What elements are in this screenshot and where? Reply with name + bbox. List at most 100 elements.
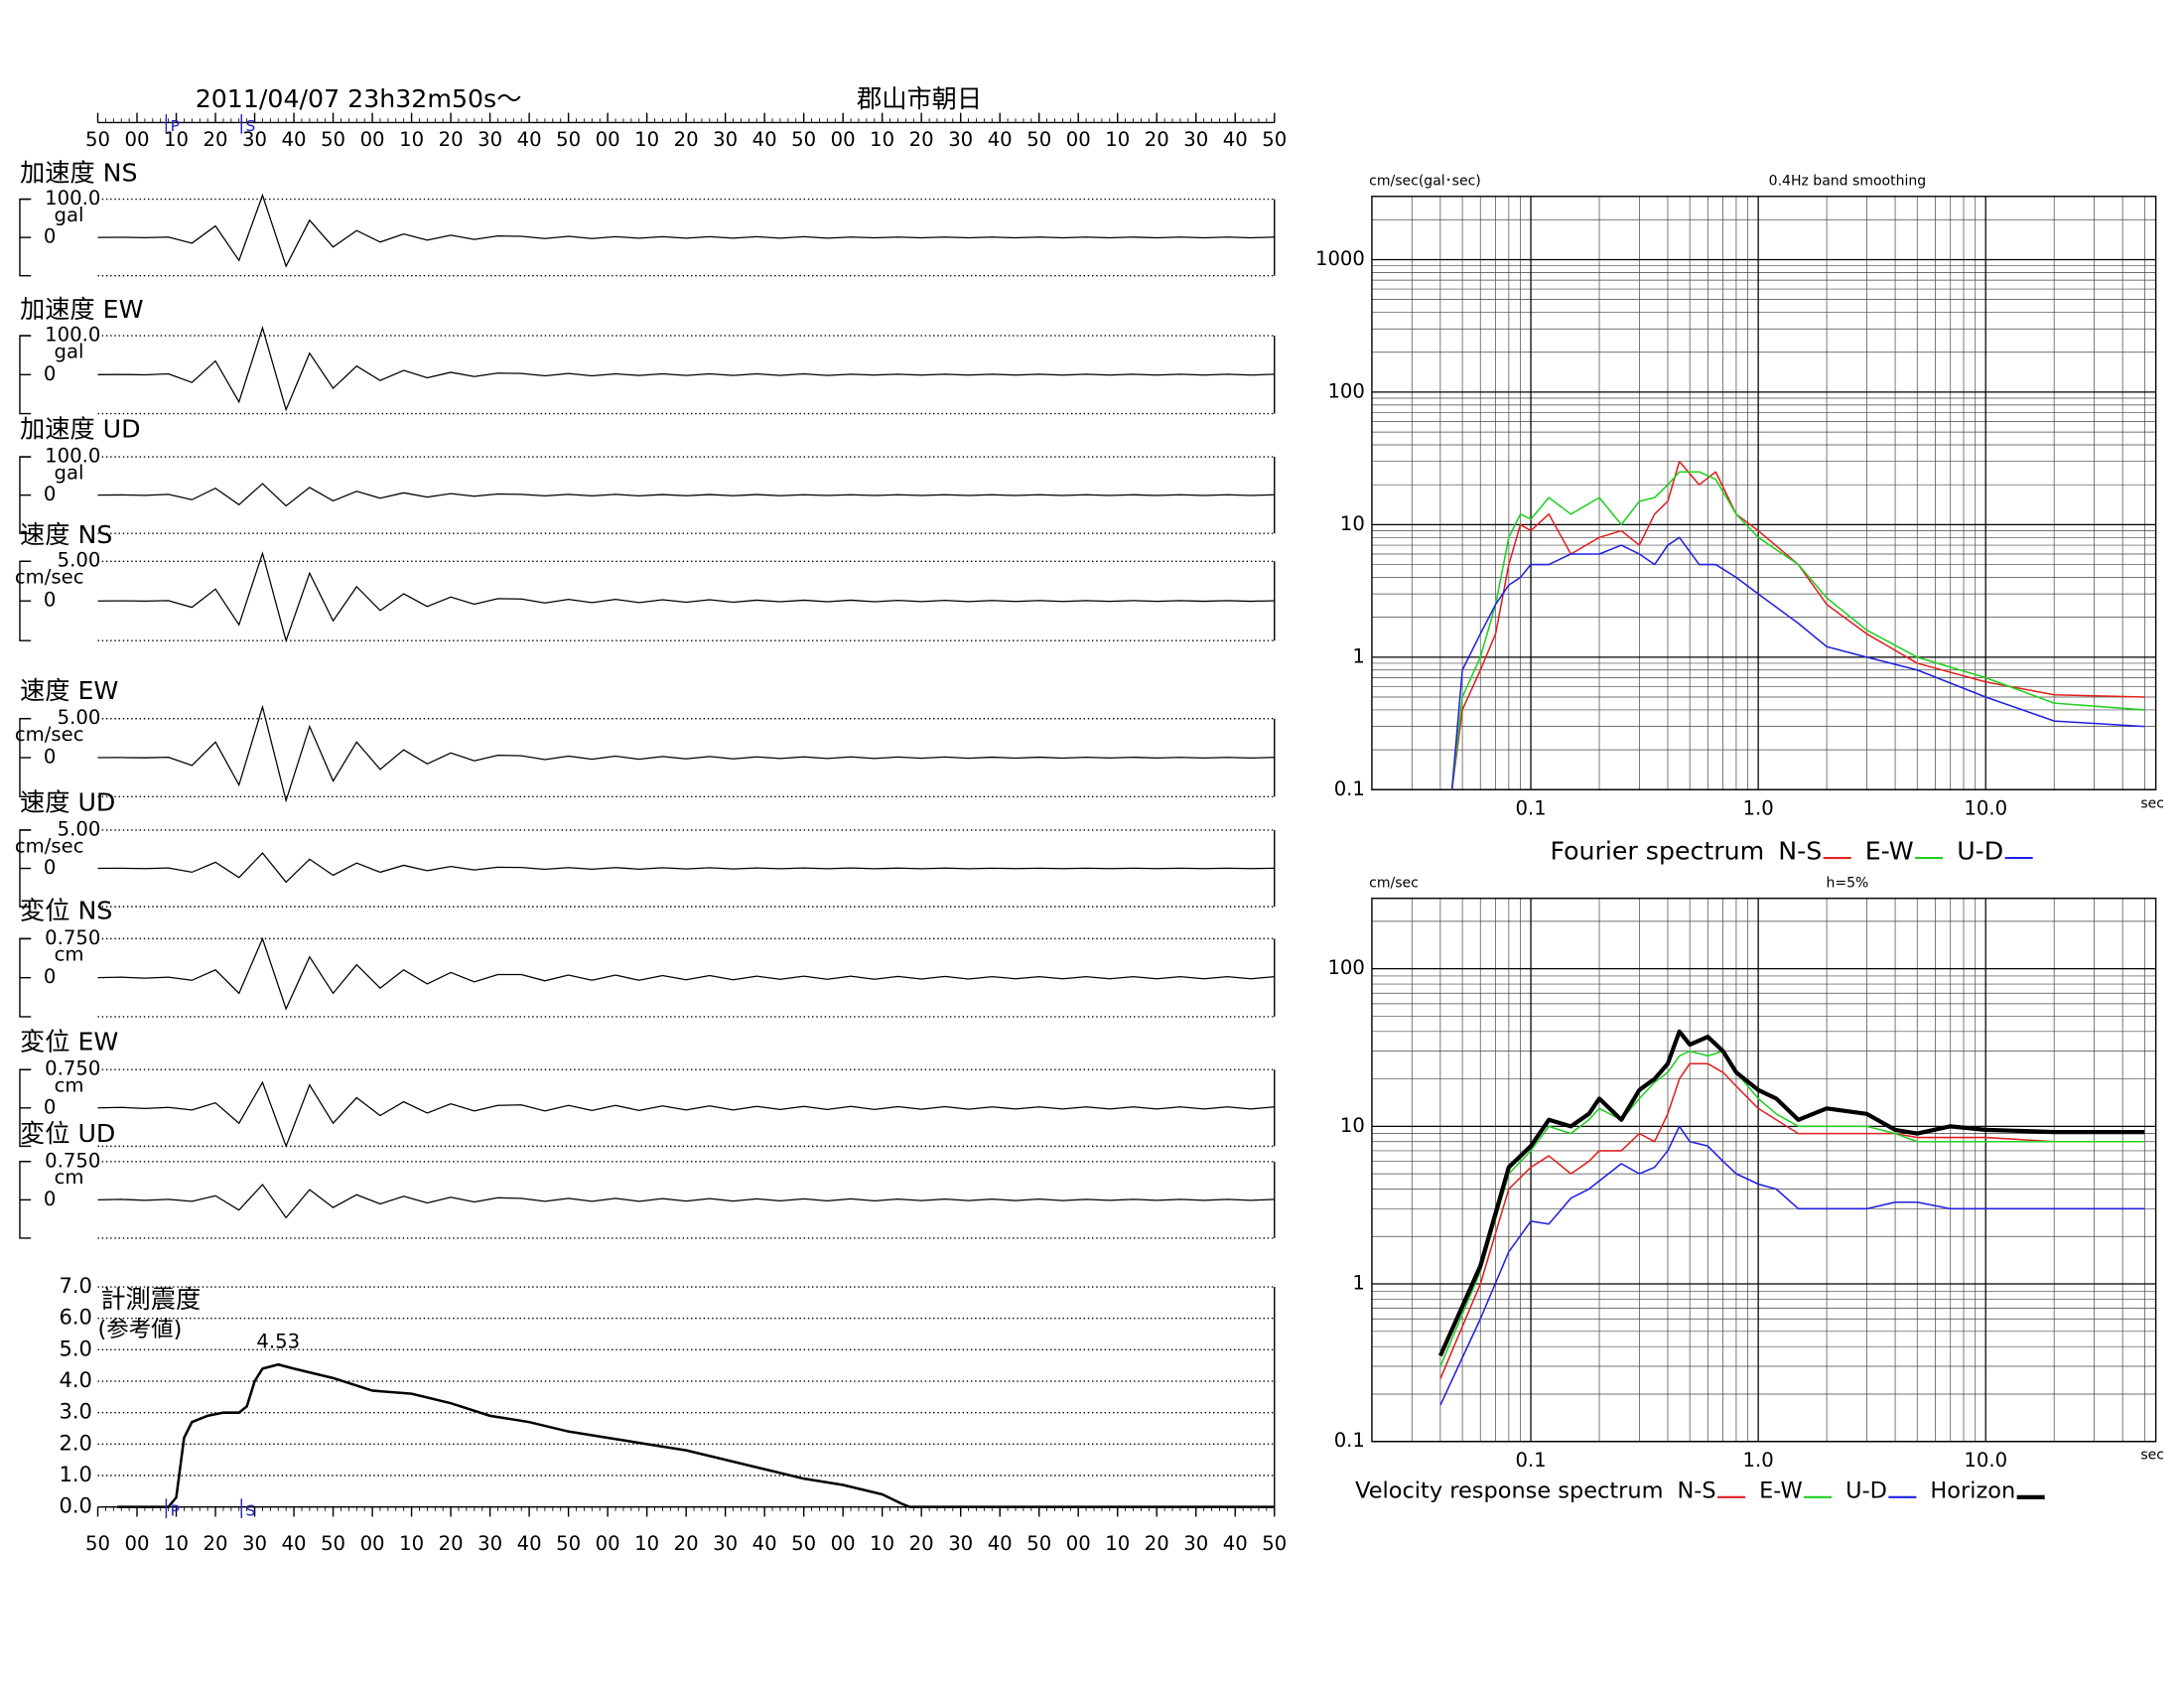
waveform (97, 483, 1275, 507)
time-tick-label: 30 (948, 128, 973, 151)
time-tick-label: 20 (204, 128, 228, 151)
panel-label: 速度 NS (20, 520, 112, 549)
unit-label: gal (55, 461, 84, 484)
y-tick-label: 4.0 (59, 1367, 91, 1392)
time-tick-label: 30 (1183, 1532, 1208, 1555)
y-tick-label: 0 (44, 362, 56, 385)
phase-label: P (171, 117, 180, 135)
time-tick-label: 10 (164, 1532, 189, 1555)
y-tick-label: 0.750 (45, 1149, 100, 1172)
y-tick-label: 100 (1327, 956, 1364, 979)
y-tick-label: 0.0 (59, 1493, 91, 1518)
waveform (97, 551, 1275, 643)
time-tick-label: 30 (948, 1532, 973, 1555)
y-tick-label: 1000 (1315, 247, 1365, 270)
y-tick-label: 1.0 (59, 1462, 91, 1486)
time-tick-label: 50 (556, 128, 581, 151)
waveform (97, 1080, 1275, 1149)
y-tick-label: 10 (1340, 1114, 1365, 1137)
time-tick-label: 10 (164, 128, 189, 151)
spectrum-line (1439, 1050, 2145, 1367)
peak-label: 4.53 (256, 1330, 300, 1352)
y-tick-label: 5.0 (59, 1336, 91, 1360)
time-tick-label: 30 (242, 1532, 267, 1555)
x-tick-label: 10.0 (1964, 1449, 2007, 1472)
y-tick-label: 5.00 (58, 817, 101, 840)
plot-frame (1371, 898, 2157, 1443)
y-tick-label: 0 (44, 1095, 56, 1118)
time-tick-label: 00 (125, 128, 150, 151)
record-datetime: 2011/04/07 23h32m50s〜 (196, 84, 522, 113)
time-tick-label: 50 (556, 1532, 581, 1555)
time-tick-label: 20 (204, 1532, 228, 1555)
time-tick-label: 10 (870, 1532, 894, 1555)
unit-label: cm (55, 1166, 84, 1189)
y-tick-label: 7.0 (59, 1273, 91, 1298)
time-tick-label: 10 (634, 128, 659, 151)
y-tick-label: 0 (44, 589, 56, 612)
unit-label: cm/sec (15, 723, 84, 746)
y-tick-label: 0 (44, 225, 56, 248)
time-tick-label: 00 (1066, 128, 1091, 151)
legend-label: N-S (1678, 1478, 1716, 1504)
time-tick-label: 00 (125, 1532, 150, 1555)
time-tick-label: 30 (713, 1532, 738, 1555)
time-tick-label: 40 (988, 128, 1013, 151)
time-tick-label: 30 (478, 128, 502, 151)
legend-title: Velocity response spectrum (1355, 1478, 1663, 1504)
y-tick-label: 0.1 (1334, 1429, 1365, 1452)
phase-label: P (171, 1501, 180, 1519)
unit-label: cm (55, 1074, 84, 1097)
waveform (97, 1183, 1275, 1219)
time-tick-label: 30 (1183, 128, 1208, 151)
unit-label: gal (55, 340, 84, 362)
y-tick-label: 1 (1352, 1272, 1364, 1295)
legend-title: Fourier spectrum (1550, 836, 1764, 865)
x-axis-label: sec (2140, 1448, 2164, 1464)
time-tick-label: 50 (1026, 128, 1051, 151)
chart-title: 0.4Hz band smoothing (1769, 173, 1927, 189)
time-tick-label: 40 (282, 128, 307, 151)
waveform (97, 326, 1275, 412)
y-tick-label: 1 (1352, 644, 1364, 667)
y-axis-label: cm/sec(gal･sec) (1369, 173, 1481, 189)
panel-label: 変位 NS (20, 897, 112, 925)
panel-label: 加速度 NS (20, 158, 138, 187)
time-tick-label: 00 (596, 1532, 620, 1555)
x-tick-label: 1.0 (1743, 1449, 1774, 1472)
x-axis-label: sec (2140, 795, 2164, 811)
panel-label: 速度 EW (20, 676, 118, 705)
time-tick-label: 00 (360, 1532, 385, 1555)
y-tick-label: 5.00 (58, 549, 101, 572)
plot-frame (1371, 196, 2157, 790)
x-tick-label: 0.1 (1515, 1449, 1546, 1472)
time-tick-label: 50 (1262, 128, 1287, 151)
y-tick-label: 3.0 (59, 1399, 91, 1424)
y-tick-label: 100.0 (45, 187, 100, 210)
spectrum-line (1439, 1125, 2145, 1406)
time-tick-label: 30 (242, 128, 267, 151)
panel-label: 変位 UD (20, 1119, 115, 1148)
time-tick-label: 10 (1105, 1532, 1130, 1555)
time-tick-label: 10 (399, 128, 424, 151)
panel-label: 加速度 UD (20, 414, 141, 443)
time-tick-label: 40 (988, 1532, 1013, 1555)
chart-title: h=5% (1826, 875, 1868, 891)
time-tick-label: 40 (1223, 1532, 1248, 1555)
time-tick-label: 50 (791, 128, 816, 151)
time-tick-label: 30 (713, 128, 738, 151)
time-tick-label: 00 (831, 1532, 856, 1555)
time-tick-label: 50 (1262, 1532, 1287, 1555)
legend-label: U-D (1957, 836, 2003, 865)
spectrum-line (1450, 460, 2145, 790)
y-tick-label: 100.0 (45, 324, 100, 347)
time-tick-label: 40 (752, 128, 777, 151)
time-tick-label: 50 (1026, 1532, 1051, 1555)
waveform (97, 704, 1275, 803)
time-tick-label: 50 (791, 1532, 816, 1555)
unit-label: cm/sec (15, 566, 84, 589)
legend-label: Horizon (1930, 1478, 2015, 1504)
y-tick-label: 0 (44, 1188, 56, 1210)
